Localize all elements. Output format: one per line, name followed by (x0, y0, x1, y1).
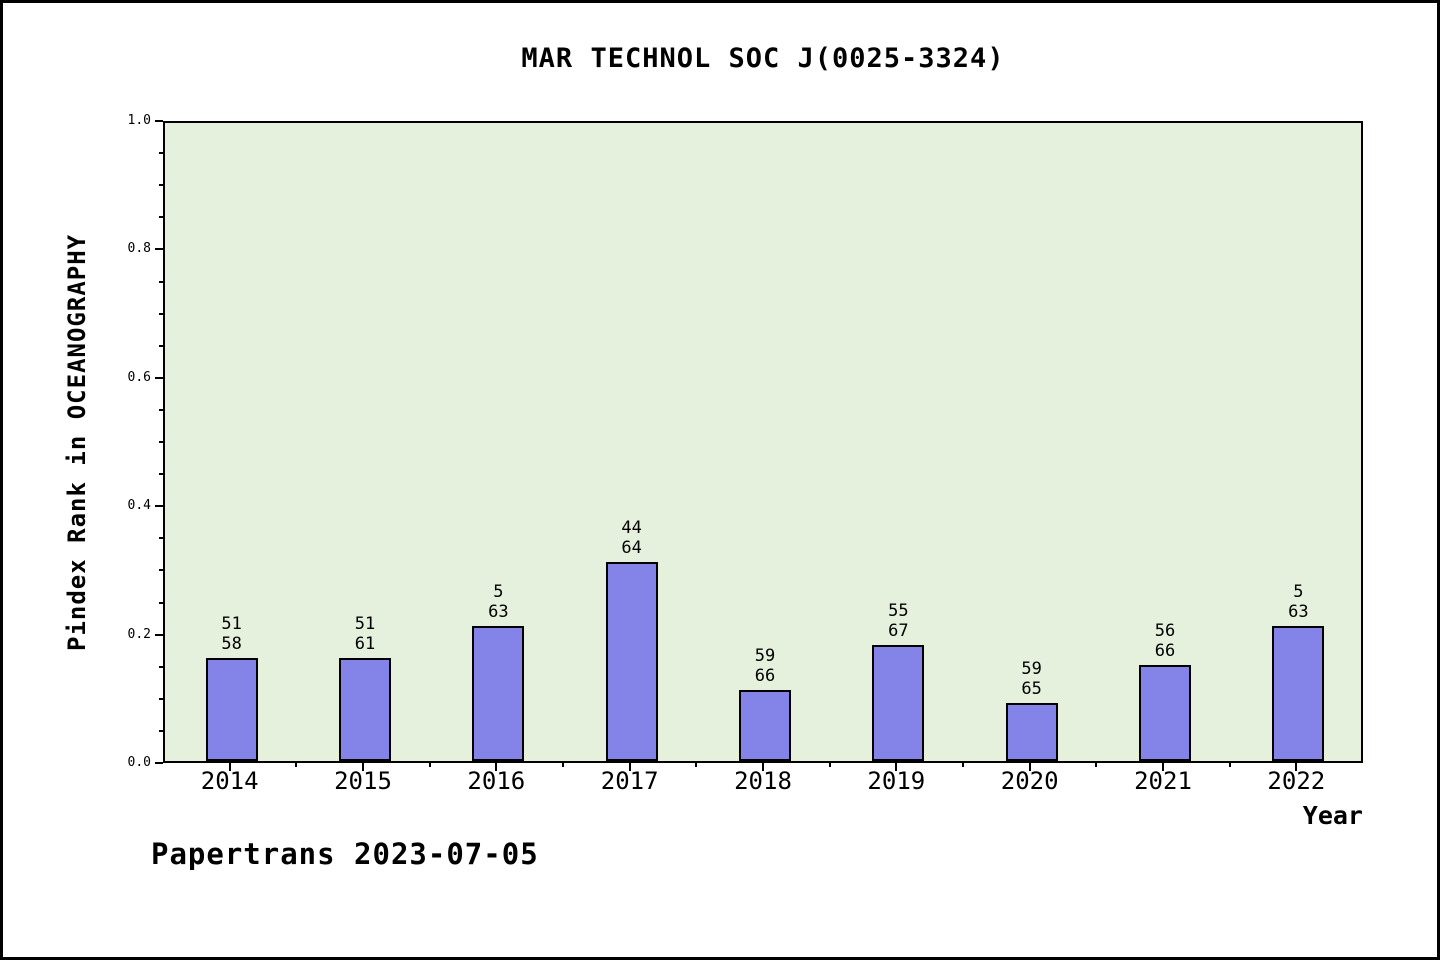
bar-value-line: 63 (488, 602, 509, 622)
bar-value-label-2022: 5 63 (1258, 582, 1338, 622)
y-tick-label-0.8: 0.8 (127, 241, 151, 257)
bar-value-label-2015: 51 61 (325, 614, 405, 654)
x-minor-tick (428, 763, 431, 767)
y-minor-tick (159, 280, 163, 283)
bar-value-line: 63 (1288, 602, 1309, 622)
bar-value-line: 51 (354, 614, 376, 634)
bar-2019 (872, 645, 925, 761)
x-tick-label-2016: 2016 (467, 767, 526, 795)
y-minor-tick (159, 537, 163, 540)
bar-value-label-2018: 59 66 (725, 646, 805, 686)
bar-2018 (739, 690, 791, 761)
y-minor-tick (159, 344, 163, 347)
bar-value-line: 56 (1154, 621, 1176, 641)
bar-value-label-2014: 51 58 (192, 614, 272, 654)
x-tick-label-2015: 2015 (334, 767, 392, 795)
y-axis-label: Pindex Rank in OCEANOGRAPHY (63, 233, 91, 651)
x-tick-label-2021: 2021 (1134, 767, 1192, 795)
bar-value-line: 59 (1021, 659, 1042, 679)
x-major-tick (628, 763, 631, 771)
x-tick-label-2019: 2019 (867, 767, 926, 795)
bar-value-line: 55 (888, 601, 909, 621)
y-minor-tick (159, 665, 163, 668)
plot-area: 51 58 51 61 5 63 44 64 59 66 55 67 59 65 56 66 5 63 (163, 121, 1363, 763)
x-major-tick (495, 763, 498, 771)
bar-value-line: 59 (754, 646, 776, 666)
x-tick-label-2020: 2020 (1000, 767, 1059, 795)
bar-value-line: 65 (1021, 679, 1042, 699)
y-minor-tick (159, 569, 163, 572)
x-tick-label-2018: 2018 (734, 767, 792, 795)
bar-2016 (472, 626, 525, 761)
x-minor-tick (962, 763, 964, 767)
bar-value-line: 64 (621, 538, 642, 558)
bar-value-line: 66 (754, 666, 776, 686)
y-tick-label-0.2: 0.2 (127, 626, 151, 642)
watermark-text: Papertrans 2023-07-05 (151, 837, 539, 871)
y-tick-label-1.0: 1.0 (127, 113, 151, 128)
bar-2022 (1272, 626, 1325, 761)
bar-value-line: 5 (1293, 582, 1304, 602)
y-tick-label-0.0: 0.0 (127, 755, 151, 770)
y-minor-tick (159, 729, 163, 732)
x-minor-tick (295, 763, 298, 767)
bar-value-label-2020: 59 65 (992, 659, 1072, 699)
bar-value-label-2016: 5 63 (458, 582, 538, 622)
bar-value-label-2019: 55 67 (858, 601, 938, 641)
bar-value-line: 44 (621, 518, 642, 538)
bar-value-line: 61 (354, 634, 376, 654)
bar-value-line: 5 (493, 582, 504, 602)
x-minor-tick (1095, 763, 1098, 767)
y-minor-tick (159, 312, 163, 315)
bar-value-label-2017: 44 64 (592, 518, 672, 558)
x-major-tick (895, 763, 898, 771)
y-minor-tick (159, 441, 163, 443)
x-minor-tick (1228, 763, 1231, 767)
y-minor-tick (159, 216, 163, 219)
bar-2021 (1139, 665, 1191, 761)
x-tick-label-2014: 2014 (200, 767, 259, 795)
y-tick-label-0.6: 0.6 (127, 369, 151, 385)
y-minor-tick (159, 184, 163, 187)
x-major-tick (228, 763, 231, 771)
chart-title: MAR TECHNOL SOC J(0025-3324) (521, 43, 1005, 74)
x-axis-label: Year (1302, 801, 1363, 830)
y-minor-tick (159, 601, 163, 604)
y-major-tick (155, 376, 163, 379)
x-major-tick (1162, 763, 1164, 771)
bar-2014 (205, 658, 258, 761)
y-major-tick (155, 248, 163, 251)
y-major-tick (155, 762, 163, 764)
y-minor-tick (159, 473, 163, 476)
x-major-tick (1028, 763, 1031, 771)
y-major-tick (155, 120, 163, 122)
x-minor-tick (562, 763, 564, 767)
y-tick-label-0.4: 0.4 (127, 498, 151, 514)
y-major-tick (155, 633, 163, 636)
bar-2020 (1005, 703, 1058, 761)
bar-value-line: 58 (221, 634, 242, 654)
bar-value-label-2021: 56 66 (1125, 621, 1205, 661)
y-major-tick (155, 505, 163, 508)
bar-value-line: 51 (221, 614, 242, 634)
bar-value-line: 66 (1154, 641, 1176, 661)
x-tick-label-2022: 2022 (1267, 767, 1326, 795)
bar-2015 (339, 658, 391, 761)
x-minor-tick (695, 763, 698, 767)
x-major-tick (362, 763, 364, 771)
y-minor-tick (159, 152, 163, 155)
bar-value-line: 67 (888, 621, 909, 641)
x-tick-label-2017: 2017 (600, 767, 659, 795)
x-major-tick (1295, 763, 1298, 771)
x-minor-tick (828, 763, 831, 767)
bar-2017 (605, 562, 658, 761)
x-major-tick (762, 763, 764, 771)
y-minor-tick (159, 408, 163, 411)
y-minor-tick (159, 697, 163, 700)
